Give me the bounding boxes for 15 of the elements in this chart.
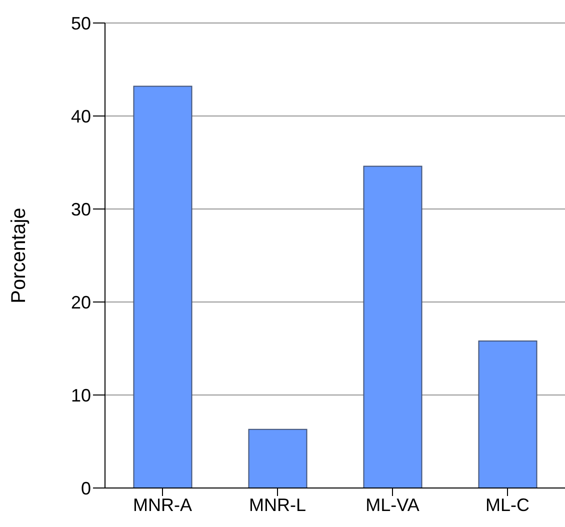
y-tick-label: 20 (70, 292, 91, 312)
y-tick-label: 0 (80, 478, 91, 498)
y-tick-label: 30 (70, 199, 91, 220)
bar (133, 86, 192, 488)
y-tick-label: 10 (70, 385, 91, 406)
bar (478, 340, 538, 488)
x-tick-label: MNR-A (133, 494, 192, 515)
y-tick-label: 50 (70, 13, 91, 34)
y-tick-label: 40 (70, 106, 91, 126)
y-axis-title: Porcentaje (8, 208, 30, 304)
x-tick-label: MNR-L (249, 494, 306, 515)
bar (363, 166, 422, 488)
bar (248, 428, 308, 488)
x-tick-label: ML-VA (366, 494, 420, 515)
x-tick-label: ML-C (486, 494, 530, 515)
